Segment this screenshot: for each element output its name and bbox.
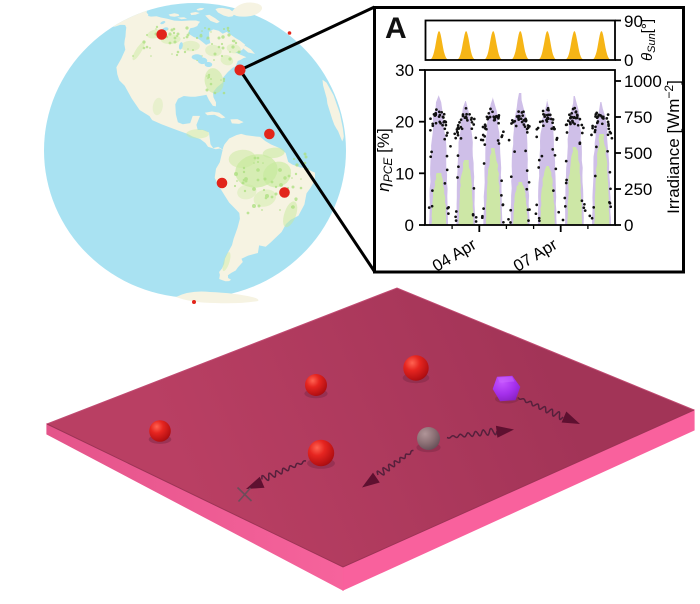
svg-text:30: 30 [395, 61, 414, 80]
svg-text:ηPCE [%]: ηPCE [%] [374, 128, 395, 191]
svg-text:10: 10 [395, 164, 414, 183]
svg-text:90: 90 [624, 12, 643, 31]
svg-text:Irradiance [Wm−2]: Irradiance [Wm−2] [662, 80, 683, 214]
svg-text:0: 0 [405, 216, 414, 235]
svg-text:0: 0 [624, 51, 633, 70]
svg-text:0: 0 [624, 216, 633, 235]
svg-text:θSun[°]: θSun[°] [639, 19, 658, 61]
svg-text:250: 250 [624, 180, 652, 199]
svg-text:1000: 1000 [624, 72, 662, 91]
svg-text:750: 750 [624, 108, 652, 127]
svg-text:500: 500 [624, 144, 652, 163]
svg-text:20: 20 [395, 113, 414, 132]
svg-text:A: A [385, 12, 407, 45]
